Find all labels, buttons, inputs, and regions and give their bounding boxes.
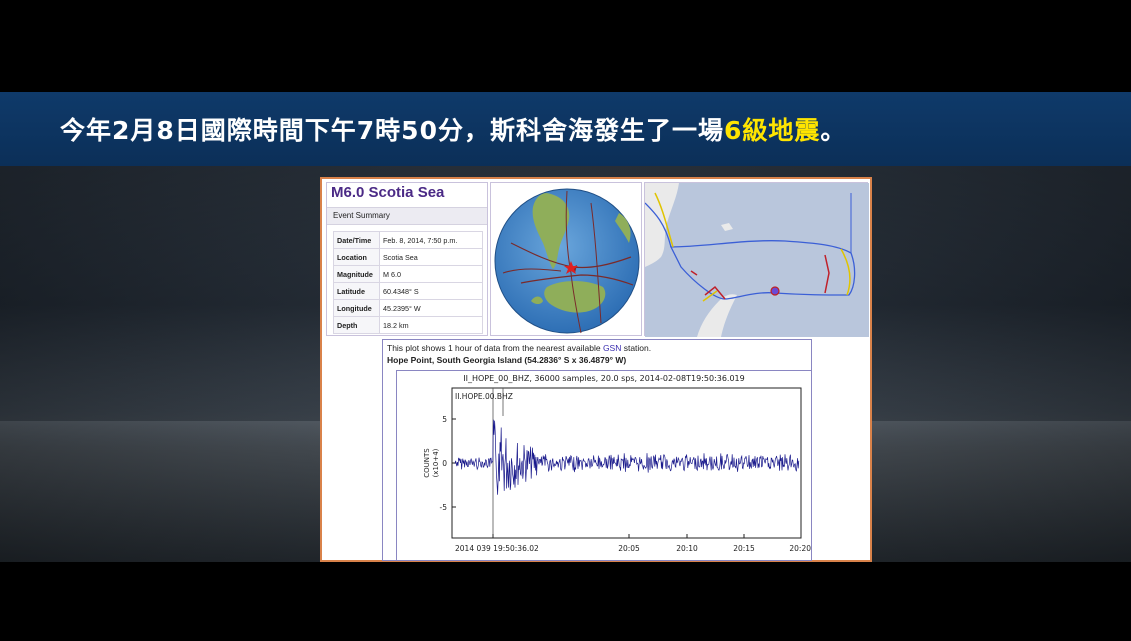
y-axis-unit: (x10+4) — [432, 448, 440, 477]
summary-row: Depth 18.2 km — [333, 316, 483, 334]
seismogram-panel: This plot shows 1 hour of data from the … — [382, 339, 812, 561]
summary-label: Depth — [333, 316, 380, 334]
summary-value: Scotia Sea — [379, 248, 483, 266]
x-tick-label: 20:15 — [733, 544, 755, 553]
globe-illustration — [494, 188, 640, 334]
summary-label: Latitude — [333, 282, 380, 300]
station-name: Hope Point, South Georgia Island (54.283… — [387, 355, 627, 365]
summary-label: Date/Time — [333, 231, 380, 249]
caption-banner: 今年2月8日國際時間下午7時50分，斯科舍海發生了一場6級地震。 — [0, 92, 1131, 166]
channel-label: II.HOPE.00.BHZ — [455, 392, 513, 401]
summary-value: 18.2 km — [379, 316, 483, 334]
caption-end: 。 — [820, 116, 847, 145]
summary-value: 60.4348° S — [379, 282, 483, 300]
event-summary-header: Event Summary — [327, 207, 487, 225]
event-summary-table: Date/Time Feb. 8, 2014, 7:50 p.m. Location… — [333, 231, 483, 334]
globe-map — [490, 182, 642, 336]
seismogram-chart: II.HOPE.00.BHZ COUNTS (x10+4) 5 0 -5 2014 … — [423, 387, 811, 553]
summary-value: Feb. 8, 2014, 7:50 p.m. — [379, 231, 483, 249]
regional-map-illustration — [644, 183, 869, 337]
letterbox-top — [0, 0, 1131, 92]
earthquake-figure: M6.0 Scotia Sea Event Summary Date/Time F… — [320, 177, 872, 562]
x-tick-label: 2014 039 19:50:36.02 — [455, 544, 539, 553]
y-tick-label: 5 — [442, 415, 447, 424]
seismic-trace — [454, 419, 800, 495]
summary-row: Date/Time Feb. 8, 2014, 7:50 p.m. — [333, 231, 483, 249]
summary-row: Latitude 60.4348° S — [333, 282, 483, 300]
summary-row: Magnitude M 6.0 — [333, 265, 483, 283]
summary-row: Location Scotia Sea — [333, 248, 483, 266]
summary-label: Location — [333, 248, 380, 266]
caption-text: 今年2月8日國際時間下午7時50分，斯科舍海發生了一場6級地震。 — [60, 111, 846, 147]
x-tick-label: 20:20 — [789, 544, 811, 553]
event-title: M6.0 Scotia Sea — [331, 184, 445, 201]
summary-label: Magnitude — [333, 265, 380, 283]
summary-label: Longitude — [333, 299, 380, 317]
seismogram-note-suffix: station. — [621, 343, 652, 353]
summary-value: M 6.0 — [379, 265, 483, 283]
event-summary: M6.0 Scotia Sea Event Summary Date/Time F… — [326, 182, 488, 336]
plot-title: II_HOPE_00_BHZ, 36000 samples, 20.0 sps,… — [463, 374, 745, 383]
letterbox-bottom — [0, 562, 1131, 641]
x-tick-label: 20:05 — [618, 544, 640, 553]
y-axis-label: COUNTS — [423, 448, 431, 478]
caption-main: 今年2月8日國際時間下午7時50分，斯科舍海發生了一場 — [60, 116, 724, 145]
y-tick-label: -5 — [440, 503, 448, 512]
seismogram-note: This plot shows 1 hour of data from the … — [387, 343, 651, 353]
x-tick-label: 20:10 — [676, 544, 698, 553]
summary-value: 45.2395° W — [379, 299, 483, 317]
summary-row: Longitude 45.2395° W — [333, 299, 483, 317]
seismogram-plot: II_HOPE_00_BHZ, 36000 samples, 20.0 sps,… — [396, 370, 812, 561]
regional-map — [644, 182, 869, 337]
y-tick-label: 0 — [442, 459, 447, 468]
gsn-link[interactable]: GSN — [602, 343, 622, 353]
caption-highlight: 6級地震 — [723, 116, 821, 145]
seismogram-note-prefix: This plot shows 1 hour of data from the … — [387, 343, 603, 353]
